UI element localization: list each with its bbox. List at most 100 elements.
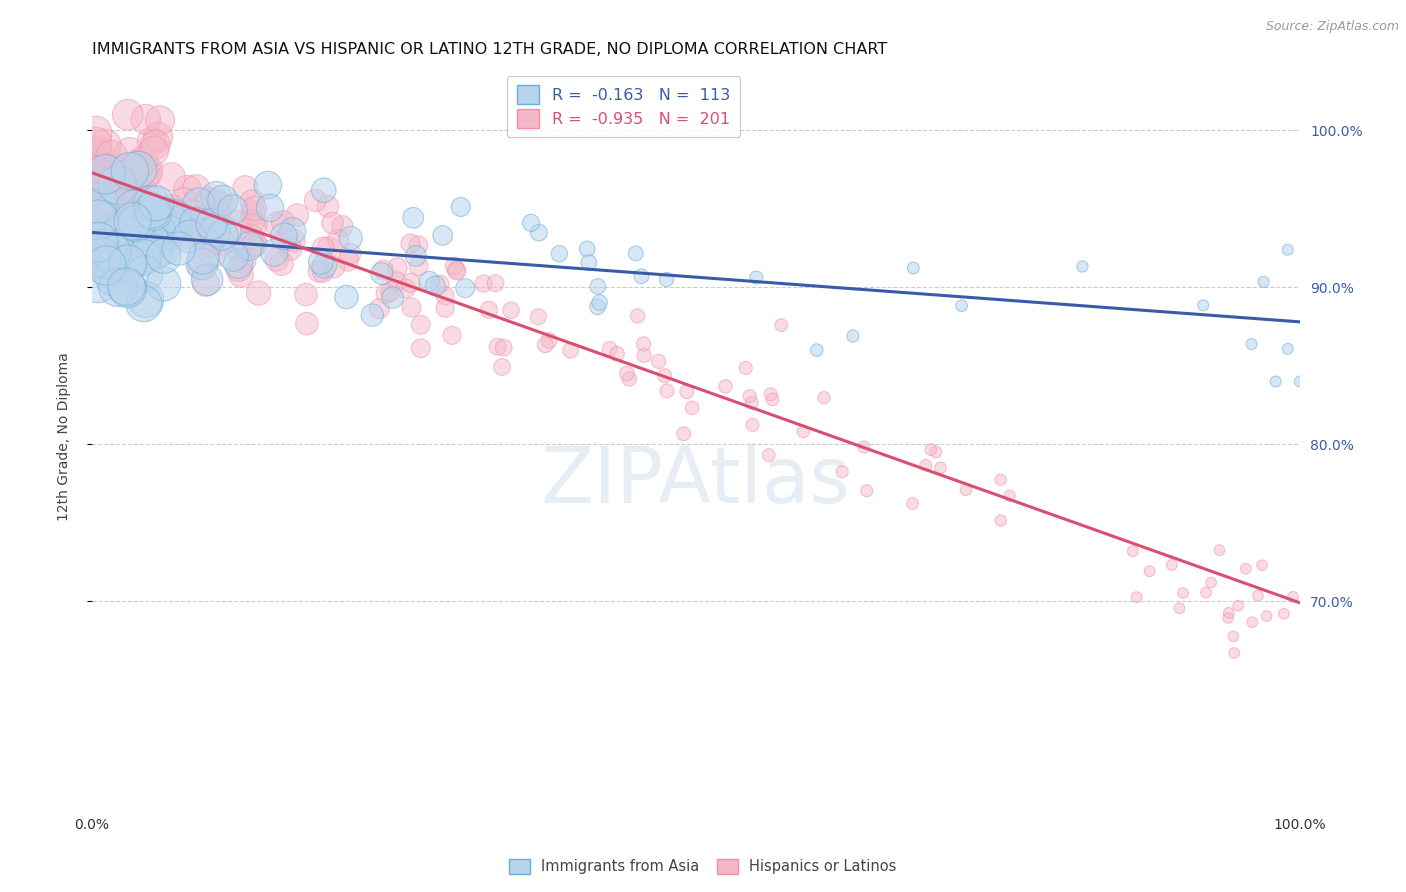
Point: [127, 193, 149, 207]
Point: [136, 240, 159, 254]
Point: [259, 201, 281, 215]
Point: [434, 289, 457, 303]
Point: [191, 252, 214, 266]
Point: [295, 317, 318, 331]
Point: [243, 218, 266, 232]
Point: [285, 208, 308, 222]
Point: [626, 309, 648, 323]
Point: [855, 483, 877, 498]
Point: [332, 219, 354, 234]
Point: [920, 442, 942, 457]
Point: [117, 256, 139, 270]
Point: [312, 183, 335, 197]
Point: [599, 342, 621, 356]
Point: [89, 175, 111, 189]
Point: [153, 249, 176, 263]
Point: [157, 226, 180, 240]
Point: [108, 178, 131, 192]
Point: [176, 228, 198, 243]
Point: [1195, 585, 1218, 599]
Point: [326, 233, 349, 247]
Point: [89, 161, 111, 176]
Point: [401, 301, 423, 315]
Point: [84, 164, 107, 178]
Point: [179, 229, 201, 244]
Point: [87, 195, 110, 210]
Point: [228, 261, 250, 276]
Point: [84, 136, 107, 151]
Point: [240, 230, 263, 244]
Point: [813, 391, 835, 405]
Point: [247, 286, 270, 301]
Point: [229, 268, 252, 282]
Point: [925, 445, 948, 459]
Point: [183, 226, 205, 240]
Point: [121, 214, 143, 228]
Point: [105, 178, 128, 192]
Point: [1234, 562, 1257, 576]
Point: [914, 458, 936, 473]
Y-axis label: 12th Grade, No Diploma: 12th Grade, No Diploma: [58, 352, 72, 521]
Legend: R =  -0.163   N =  113, R =  -0.935   N =  201: R = -0.163 N = 113, R = -0.935 N = 201: [508, 76, 740, 137]
Point: [132, 185, 155, 199]
Point: [98, 204, 121, 219]
Point: [242, 206, 264, 220]
Point: [135, 237, 157, 252]
Point: [142, 211, 165, 225]
Point: [136, 163, 159, 178]
Point: [527, 226, 550, 240]
Point: [761, 392, 783, 407]
Point: [842, 329, 865, 343]
Point: [107, 280, 129, 294]
Point: [672, 426, 695, 441]
Point: [1218, 611, 1240, 625]
Point: [195, 232, 218, 246]
Point: [135, 112, 157, 127]
Point: [112, 169, 135, 184]
Point: [409, 318, 432, 332]
Point: [806, 343, 828, 357]
Point: [1122, 544, 1144, 558]
Point: [207, 195, 229, 210]
Point: [212, 194, 235, 208]
Point: [316, 199, 339, 213]
Point: [446, 264, 468, 278]
Point: [222, 249, 245, 263]
Point: [831, 465, 853, 479]
Point: [745, 270, 768, 285]
Point: [148, 211, 170, 226]
Point: [576, 242, 599, 256]
Point: [1199, 575, 1222, 590]
Point: [173, 194, 195, 209]
Point: [624, 246, 647, 260]
Point: [96, 259, 118, 273]
Point: [134, 267, 156, 281]
Point: [1071, 260, 1094, 274]
Point: [118, 164, 141, 178]
Point: [84, 125, 107, 139]
Point: [361, 308, 384, 322]
Point: [84, 196, 107, 211]
Point: [125, 251, 148, 265]
Point: [211, 235, 233, 250]
Point: [1192, 298, 1215, 312]
Point: [527, 310, 550, 324]
Point: [98, 215, 121, 229]
Point: [101, 193, 124, 207]
Point: [1253, 275, 1275, 289]
Point: [240, 215, 263, 229]
Point: [186, 181, 208, 195]
Point: [190, 260, 212, 274]
Point: [84, 147, 107, 161]
Point: [1139, 564, 1161, 578]
Point: [84, 168, 107, 182]
Point: [1256, 609, 1278, 624]
Point: [89, 233, 111, 247]
Point: [90, 202, 112, 217]
Text: ZIPAtlas: ZIPAtlas: [541, 442, 851, 518]
Point: [1227, 599, 1250, 613]
Point: [187, 197, 209, 211]
Point: [145, 196, 167, 211]
Point: [87, 276, 110, 290]
Point: [103, 269, 125, 284]
